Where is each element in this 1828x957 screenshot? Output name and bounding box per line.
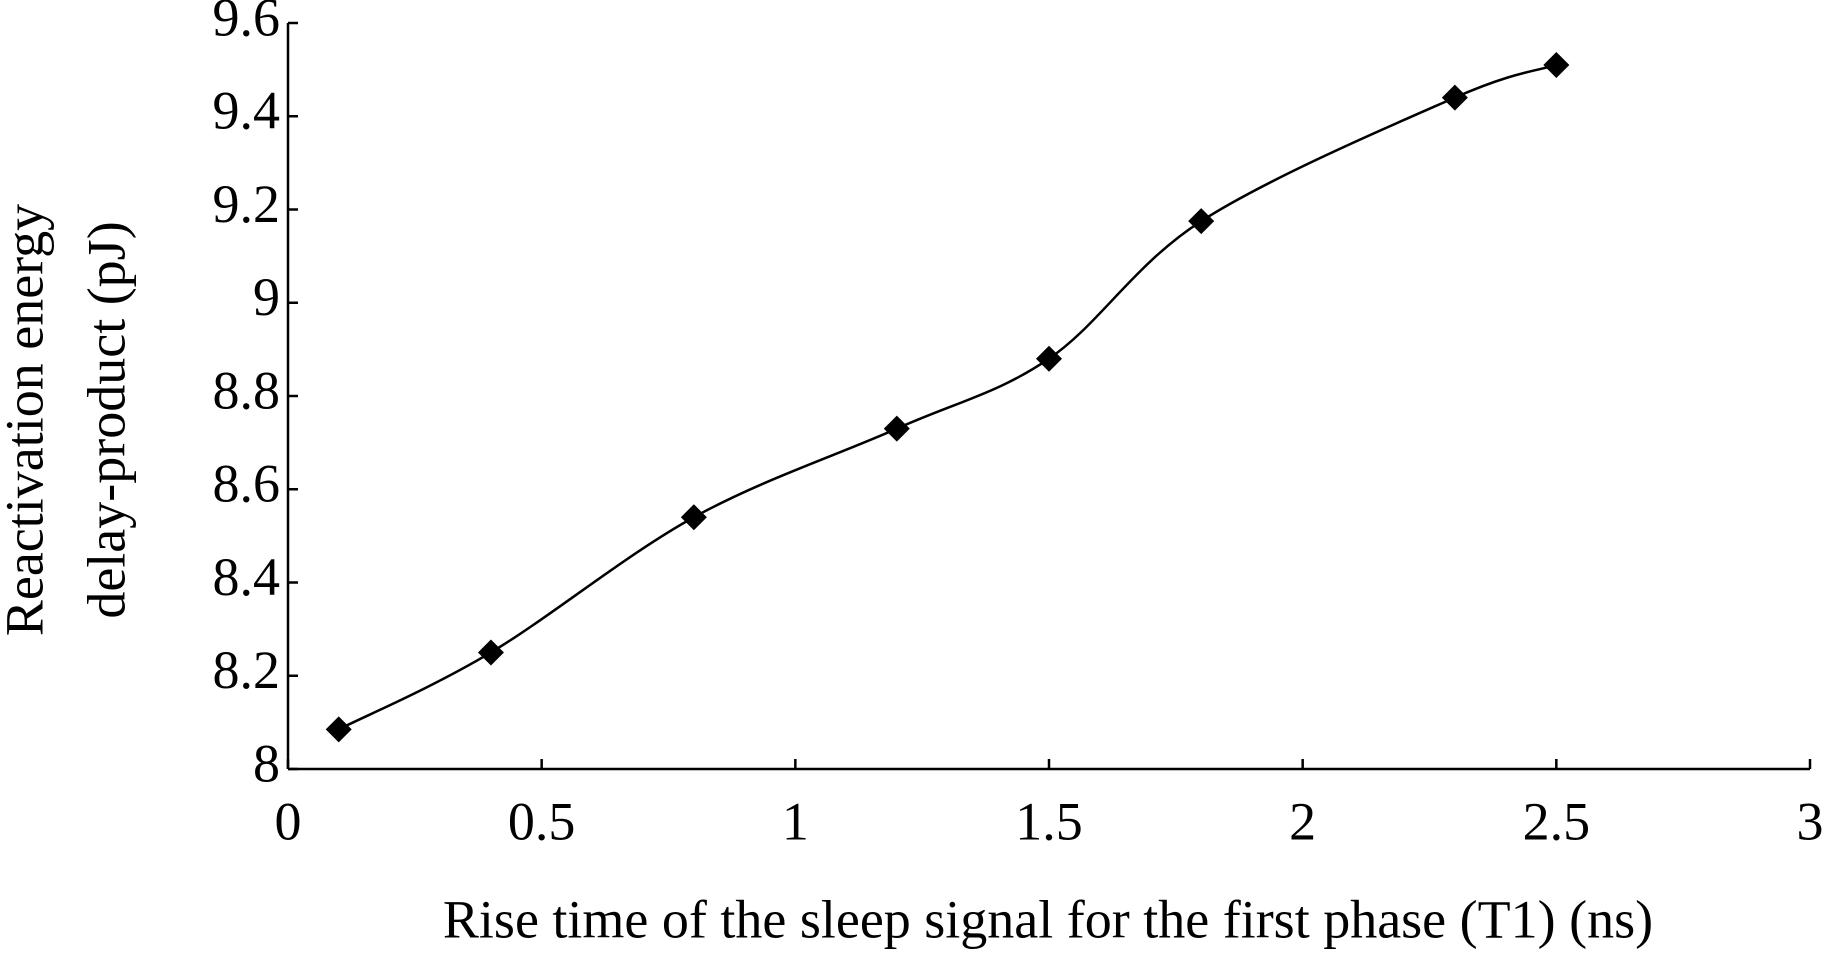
y-tick-label: 8.8 [213, 360, 281, 420]
y-tick-label: 8 [253, 733, 280, 793]
y-tick-label: 9.4 [213, 81, 281, 141]
marker [325, 716, 352, 743]
x-tick-label: 0.5 [508, 791, 576, 851]
x-tick-label: 1.5 [1015, 791, 1083, 851]
y-axis-label: delay-product (pJ) [76, 221, 136, 618]
line [338, 63, 1557, 731]
marker [1036, 345, 1062, 372]
x-tick-label: 2 [1289, 791, 1316, 851]
x-tick-label: 1 [782, 791, 809, 851]
x-tick-label: 0 [275, 791, 302, 851]
y-tick-label: 9.6 [213, 0, 281, 47]
y-tick-label: 8.6 [213, 454, 281, 514]
marker [883, 415, 910, 442]
y-axis-label: Reactivation energy [0, 204, 54, 636]
marker [1441, 84, 1468, 111]
y-tick-label: 8.2 [213, 640, 281, 700]
marker [680, 504, 707, 531]
x-axis-label: Rise time of the sleep signal for the fi… [443, 889, 1653, 949]
marker [477, 639, 504, 666]
x-tick-label: 3 [1797, 791, 1824, 851]
marker [1543, 51, 1570, 78]
x-tick-label: 2.5 [1523, 791, 1591, 851]
y-tick-label: 8.4 [213, 547, 281, 607]
y-tick-label: 9.2 [213, 174, 281, 234]
marker [1188, 208, 1215, 235]
y-tick-label: 9 [253, 267, 280, 327]
